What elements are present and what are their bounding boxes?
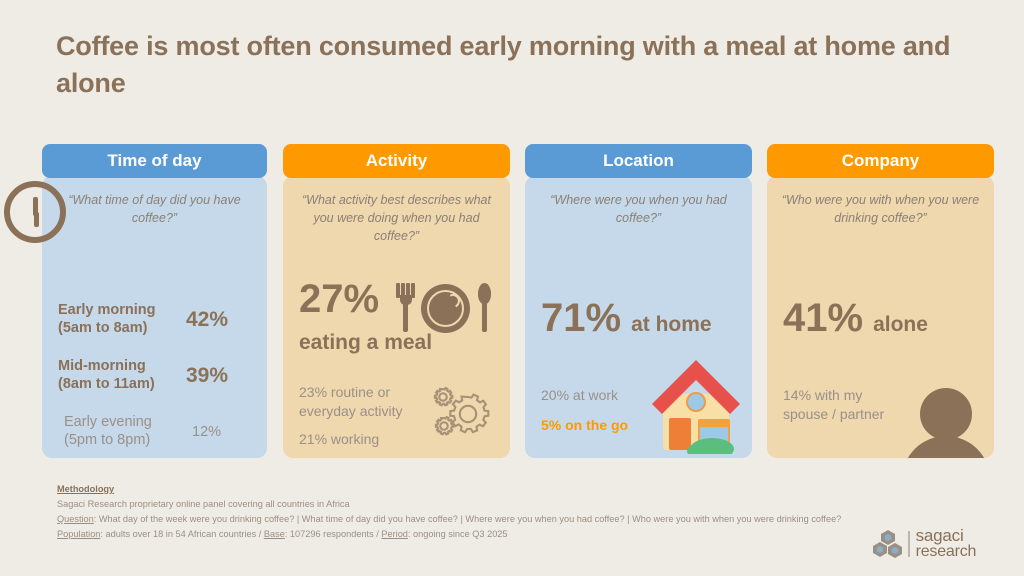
card-question-activity: “What activity best describes what you w… xyxy=(302,193,491,243)
card-body-location: “Where were you when you had coffee?” 71… xyxy=(525,176,752,458)
big-stat-location: 71% at home xyxy=(541,298,712,338)
question-label: Question xyxy=(57,513,94,524)
stat-value-mid-morning: 39% xyxy=(186,363,229,387)
methodology-panel-line: Sagaci Research proprietary online panel… xyxy=(57,498,350,509)
base-label: Base xyxy=(263,528,285,539)
plate-icon xyxy=(421,284,470,333)
clock-hand-hour xyxy=(33,197,38,216)
period-text: : ongoing since Q3 2025 xyxy=(407,528,508,539)
stat-name: Mid-morning xyxy=(58,358,146,374)
fork-icon xyxy=(396,283,415,335)
card-body-activity: “What activity best describes what you w… xyxy=(283,176,510,458)
card-header-location: Location xyxy=(525,144,752,178)
person-icon xyxy=(902,388,990,458)
methodology-label: Methodology xyxy=(57,484,115,494)
gears-icon xyxy=(432,384,496,438)
sub-line-activity-2: 21% working xyxy=(299,431,380,447)
stat-row-mid-morning: Mid-morning (8am to 11am) 39% xyxy=(42,358,267,393)
card-body-time-of-day: “What time of day did you have coffee?” … xyxy=(42,176,267,458)
big-value-location: 71% xyxy=(541,296,622,340)
big-stat-activity: 27% eating a meal xyxy=(299,279,432,355)
page-title: Coffee is most often consumed early morn… xyxy=(56,31,951,99)
stat-value-early-evening: 12% xyxy=(192,423,222,440)
stat-name: Early morning xyxy=(58,302,156,318)
sagaci-research-logo: sagaci research xyxy=(872,527,976,560)
big-label-company: alone xyxy=(873,313,928,336)
stat-range: (8am to 11am) xyxy=(58,375,155,392)
sub-line-activity-1: 23% routine or everyday activity xyxy=(299,384,403,419)
card-time-of-day: Time of day “What time of day did you ha… xyxy=(42,144,267,458)
card-activity: Activity “What activity best describes w… xyxy=(283,144,510,458)
card-header-activity: Activity xyxy=(283,144,510,178)
methodology-footer: Methodology Sagaci Research proprietary … xyxy=(57,482,957,542)
population-text: : adults over 18 in 54 African countries… xyxy=(100,528,264,539)
stat-range: (5am to 8am) xyxy=(58,319,148,336)
stat-label-early-evening: Early evening (5pm to 8pm) xyxy=(64,414,192,449)
spoon-icon xyxy=(478,283,491,335)
big-label-activity: eating a meal xyxy=(299,331,433,354)
question-text: : What day of the week were you drinking… xyxy=(93,513,842,524)
stat-value-early-morning: 42% xyxy=(186,307,229,331)
stat-row-early-evening: Early evening (5pm to 8pm) 12% xyxy=(42,414,267,449)
methodology-question-line: Question: What day of the week were you … xyxy=(57,512,957,527)
logo-wordmark: sagaci research xyxy=(916,527,977,560)
big-label-location: at home xyxy=(631,313,712,336)
logo-line-1: sagaci xyxy=(915,526,964,545)
house-icon xyxy=(648,356,744,458)
methodology-population-line: Population: adults over 18 in 54 African… xyxy=(57,527,957,542)
card-header-company: Company xyxy=(767,144,994,178)
big-value-activity: 27% xyxy=(299,277,380,321)
stat-label-mid-morning: Mid-morning (8am to 11am) xyxy=(58,358,186,393)
stat-row-early-morning: Early morning (5am to 8am) 42% xyxy=(42,302,267,337)
card-body-company: “Who were you with when you were drinkin… xyxy=(767,176,994,458)
population-label: Population xyxy=(57,528,101,539)
card-question-company: “Who were you with when you were drinkin… xyxy=(781,193,980,225)
base-text: : 107296 respondents / xyxy=(284,528,382,539)
sub-line-company-1: 14% with my spouse / partner xyxy=(783,387,885,422)
sub-line-location-2: 5% on the go xyxy=(541,417,629,433)
big-value-company: 41% xyxy=(783,296,864,340)
card-question-time-of-day: “What time of day did you have coffee?” xyxy=(68,193,241,225)
person-body xyxy=(902,436,990,458)
logo-hexagons-icon xyxy=(872,529,902,559)
person-head xyxy=(920,388,972,440)
big-stat-company: 41% alone xyxy=(783,298,928,338)
sub-line-location-1: 20% at work xyxy=(541,387,619,403)
plate-cutlery-icon xyxy=(396,281,491,336)
card-location: Location “Where were you when you had co… xyxy=(525,144,752,458)
card-question-location: “Where were you when you had coffee?” xyxy=(550,193,727,225)
clock-icon xyxy=(4,181,66,243)
card-header-time-of-day: Time of day xyxy=(42,144,267,178)
period-label: Period xyxy=(381,528,408,539)
clock-hand-minute xyxy=(34,212,39,227)
stat-label-early-morning: Early morning (5am to 8am) xyxy=(58,302,186,337)
stat-range: (5pm to 8pm) xyxy=(64,431,151,448)
logo-line-2: research xyxy=(915,543,977,560)
logo-divider xyxy=(908,530,910,557)
card-company: Company “Who were you with when you were… xyxy=(767,144,994,458)
stat-name: Early evening xyxy=(64,414,152,430)
